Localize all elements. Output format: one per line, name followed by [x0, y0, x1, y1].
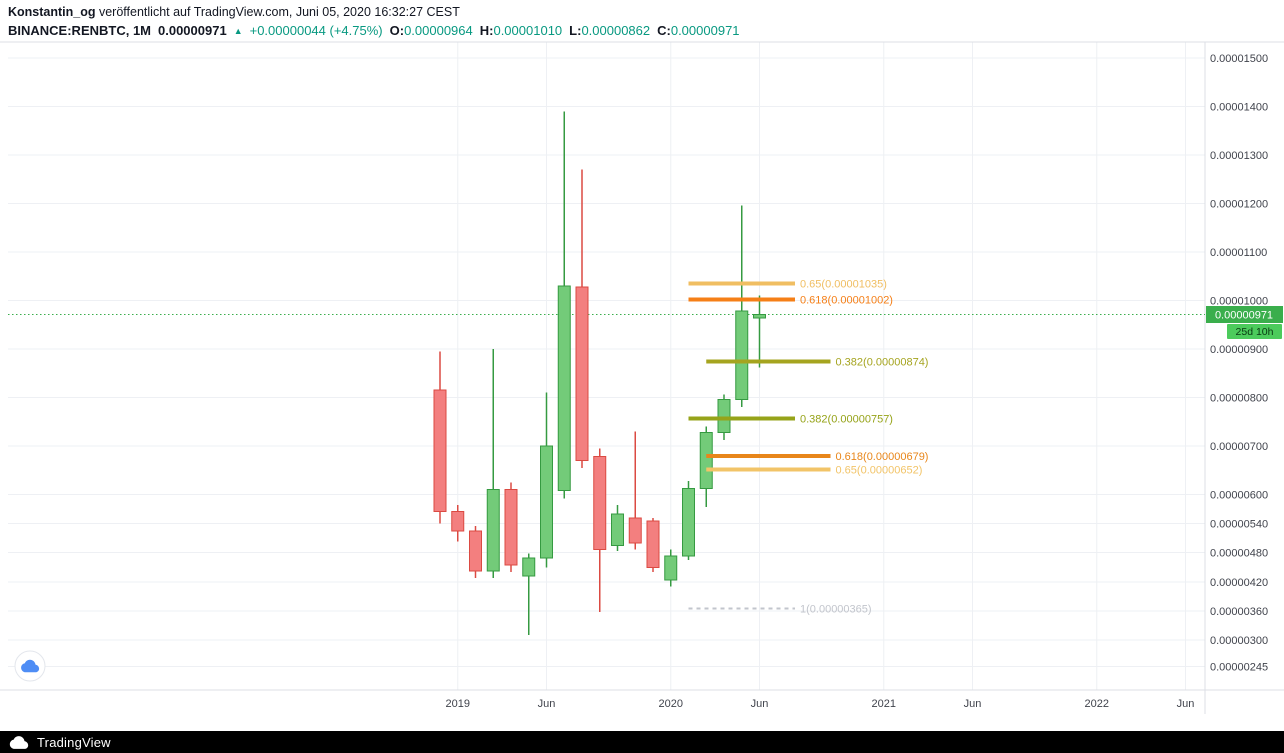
y-axis-label: 0.00000600: [1210, 490, 1268, 502]
x-axis-label: Jun: [538, 698, 556, 710]
candle-body: [522, 557, 536, 577]
candle-body: [593, 456, 607, 550]
author-name: Konstantin_og: [8, 5, 96, 19]
fib-level-label: 0.382(0.00000874): [836, 357, 929, 369]
footer-brand[interactable]: TradingView: [37, 734, 111, 750]
candle-body: [682, 488, 695, 557]
ohlc-key: L:: [569, 23, 582, 38]
fib-level-label: 0.65(0.00000652): [836, 465, 923, 477]
x-axis-label: 2020: [659, 698, 683, 710]
y-axis-label: 0.00000540: [1210, 519, 1268, 531]
y-axis-label: 0.00001000: [1210, 296, 1268, 308]
ohlc-key: O:: [389, 23, 405, 38]
fib-level-label: 0.65(0.00001035): [800, 279, 887, 291]
y-axis-label: 0.00001400: [1210, 102, 1268, 114]
candle-body: [575, 286, 589, 461]
candle-body: [611, 513, 624, 546]
y-axis-label: 0.00000420: [1210, 577, 1268, 589]
last-price: 0.00000971: [158, 23, 227, 38]
tradingview-logo-button[interactable]: [14, 650, 46, 682]
candle-body: [699, 432, 713, 489]
ohlc-open: O:0.00000964: [390, 22, 473, 40]
candle-body: [557, 285, 571, 491]
candle-body: [717, 399, 731, 433]
bar-countdown-badge: [1227, 324, 1282, 339]
y-axis-label: 0.00000800: [1210, 393, 1268, 405]
x-axis-label: 2021: [872, 698, 896, 710]
chart-header: Konstantin_og veröffentlicht auf Trading…: [0, 0, 1284, 41]
candle-body: [486, 489, 500, 572]
candle-body: [451, 511, 465, 532]
x-axis-label: 2022: [1085, 698, 1109, 710]
ohlc-value: 0.00001010: [493, 23, 563, 38]
symbol-and-interval: BINANCE:RENBTC, 1M: [8, 23, 151, 38]
tradingview-cloud-logo[interactable]: [8, 735, 30, 750]
ohlc-value: 0.00000971: [670, 23, 740, 38]
fib-level-label: 0.618(0.00000679): [836, 451, 929, 463]
ohlc-value: 0.00000964: [404, 23, 473, 38]
ohlc-low: L:0.00000862: [569, 22, 650, 40]
bar-countdown-label: 25d 10h: [1236, 326, 1274, 338]
candle-body: [433, 389, 447, 512]
ohlc-key: H:: [479, 23, 494, 38]
candle-body: [628, 517, 642, 544]
cloud-icon: [21, 659, 40, 673]
candle-body: [504, 489, 518, 566]
x-axis-label: Jun: [751, 698, 769, 710]
fib-level-label: 1(0.00000365): [800, 604, 872, 616]
price-change: +0.00000044 (+4.75%): [249, 23, 383, 38]
y-axis-label: 0.00000300: [1210, 635, 1268, 647]
publish-line: Konstantin_og veröffentlicht auf Trading…: [8, 4, 1276, 21]
y-axis-label: 0.00001500: [1210, 53, 1268, 65]
y-axis-label: 0.00001100: [1210, 247, 1267, 259]
candle-body: [735, 310, 749, 400]
y-axis-label: 0.00000245: [1210, 662, 1268, 674]
ohlc-high: H:0.00001010: [480, 22, 562, 40]
candle-body: [753, 314, 766, 319]
y-axis-label: 0.00001300: [1210, 150, 1268, 162]
candle-body: [469, 530, 482, 572]
current-price-badge: [1206, 306, 1283, 323]
candle-body: [540, 445, 553, 559]
symbol-line: BINANCE:RENBTC, 1M 0.00000971 ▲ +0.00000…: [8, 22, 1276, 41]
publish-info: veröffentlicht auf TradingView.com, Juni…: [95, 5, 460, 19]
candle-body: [646, 520, 660, 568]
y-axis-label: 0.00000360: [1210, 606, 1268, 618]
ohlc-key: C:: [657, 23, 671, 38]
footer-bar: TradingView: [0, 731, 1284, 753]
ohlc-close: C:0.00000971: [657, 22, 739, 40]
y-axis-label: 0.00000900: [1210, 344, 1268, 356]
fib-level-label: 0.618(0.00001002): [800, 295, 893, 307]
x-axis-label: Jun: [964, 698, 982, 710]
current-price-badge-label: 0.00000971: [1215, 310, 1273, 322]
fib-level-label: 0.382(0.00000757): [800, 414, 893, 426]
ohlc-value: 0.00000862: [581, 23, 651, 38]
up-triangle-icon: ▲: [233, 26, 243, 36]
x-axis-label: Jun: [1177, 698, 1195, 710]
x-axis-label: 2019: [446, 698, 470, 710]
y-axis-label: 0.00001200: [1210, 199, 1268, 211]
y-axis-label: 0.00000480: [1210, 548, 1268, 560]
candle-body: [664, 555, 678, 581]
y-axis-label: 0.00000700: [1210, 441, 1268, 453]
